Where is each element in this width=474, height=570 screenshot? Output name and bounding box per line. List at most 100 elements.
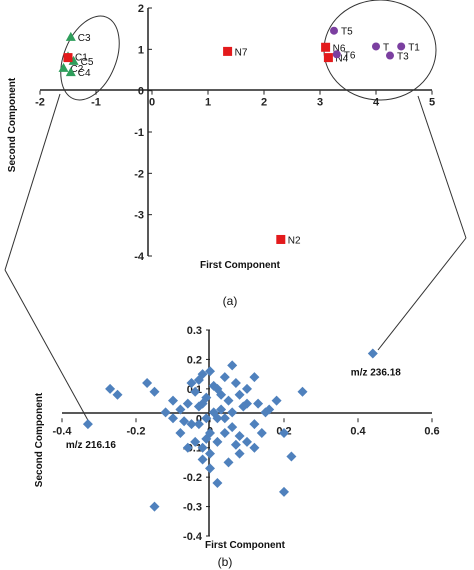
circle-point [372, 42, 380, 51]
panel-a-xlabel: First Component [200, 260, 281, 271]
square-point [63, 53, 73, 63]
triangle-point [65, 31, 76, 41]
point-label: C5 [81, 57, 94, 68]
diamond-point [234, 448, 245, 459]
diamond-point [186, 377, 197, 388]
diamond-point [253, 398, 264, 409]
diamond-point [160, 407, 171, 418]
diamond-point [105, 383, 116, 394]
diamond-point [182, 442, 193, 453]
circle-point [397, 42, 406, 51]
diamond-point [223, 395, 234, 406]
panel-a-y-tick-label: -4 [134, 251, 145, 263]
square-point [223, 46, 233, 56]
panel-b-xlabel: First Component [205, 540, 286, 551]
diamond-point [227, 422, 238, 433]
circle-point [330, 26, 338, 35]
diamond-point [190, 386, 201, 397]
triangle-point [58, 62, 69, 72]
highlight-overlay [4, 0, 467, 425]
panel-a-x-tick-label: -1 [91, 97, 101, 109]
diamond-point [279, 486, 289, 497]
diamond-point [208, 380, 219, 391]
panel-a-y-tick-label: 0 [138, 86, 144, 98]
panel-b-y-tick-label: 0.2 [187, 354, 202, 366]
diamond-point [201, 433, 212, 444]
panel-a-x-tick-label: 2 [261, 97, 267, 109]
diamond-point [205, 448, 215, 459]
circle-point [332, 50, 341, 59]
diamond-point [249, 442, 260, 453]
diamond-point [367, 348, 378, 359]
diamond-point [149, 386, 160, 397]
diamond-point [219, 413, 230, 424]
diamond-point [142, 377, 153, 388]
diamond-point [197, 454, 208, 465]
point-label: N2 [288, 235, 301, 246]
diamond-point [234, 389, 245, 400]
panel-a-y-tick-label: -2 [134, 168, 144, 180]
diamond-point [216, 404, 227, 415]
panel-a: First Component Second Component (a) [7, 8, 432, 308]
point-annotation: m/z 216.16 [66, 440, 116, 451]
panel-b-x-tick-label: -0.4 [53, 425, 73, 437]
panel-a-y-tick-label: 2 [138, 3, 144, 15]
point-annotation: m/z 236.18 [351, 368, 401, 379]
panel-a-x-tick-label: 5 [429, 97, 435, 109]
point-label: T [383, 42, 389, 53]
diamond-point [190, 436, 201, 447]
point-label: N7 [235, 47, 248, 58]
diamond-point [197, 442, 208, 453]
diamond-point [193, 419, 204, 430]
diamond-point [205, 463, 215, 474]
panel-b-marks: -0.4-0.200.20.40.60.30.20.10-0.1-0.2-0.3… [53, 325, 440, 543]
panel-a-x-tick-label: 0 [149, 97, 155, 109]
diamond-point [168, 413, 178, 424]
panel-b-y-tick-label: -0.3 [183, 502, 202, 514]
diamond-point [182, 398, 193, 409]
diamond-point [175, 404, 186, 415]
square-point [321, 42, 331, 52]
diamond-point [271, 395, 282, 406]
panel-a-x-tick-label: -2 [35, 97, 45, 109]
diamond-point [212, 478, 223, 489]
point-label: C2 [71, 64, 84, 75]
diamond-point [186, 419, 197, 430]
diamond-point [242, 383, 252, 394]
diamond-point [168, 395, 178, 406]
panel-a-caption: (a) [223, 294, 238, 308]
diamond-point [297, 386, 308, 397]
square-point [276, 234, 286, 244]
diamond-point [249, 372, 260, 383]
panel-a-y-tick-label: -3 [134, 210, 144, 222]
diamond-point [219, 428, 230, 438]
diamond-point [230, 377, 241, 388]
diamond-point [197, 369, 208, 380]
panel-b: First Component Second Component (b) [34, 330, 432, 569]
c-group-ellipse [60, 15, 120, 101]
diamond-point [149, 501, 160, 512]
connector-right-b [377, 237, 467, 351]
panel-a-y-tick-label: 1 [138, 44, 144, 56]
panel-b-x-tick-label: -0.2 [127, 425, 146, 437]
diamond-point [82, 419, 93, 430]
panel-a-x-tick-label: 4 [373, 97, 380, 109]
diamond-point [193, 401, 204, 412]
point-label: T1 [408, 42, 420, 53]
triangle-point [65, 67, 76, 77]
diamond-point [112, 389, 123, 400]
panel-b-x-tick-label: 0.6 [424, 425, 439, 437]
circle-point [386, 51, 394, 60]
diamond-point [223, 457, 234, 468]
diamond-point [264, 404, 275, 415]
point-label: N6 [333, 43, 346, 54]
triangle-point [68, 55, 79, 65]
diamond-point [216, 389, 227, 400]
point-label: C3 [78, 33, 91, 44]
panel-b-y-tick-label: -0.4 [183, 531, 203, 543]
diamond-point [279, 428, 289, 438]
connector-left-b [4, 269, 91, 425]
diamond-point [234, 430, 245, 441]
diamond-point [201, 413, 212, 424]
